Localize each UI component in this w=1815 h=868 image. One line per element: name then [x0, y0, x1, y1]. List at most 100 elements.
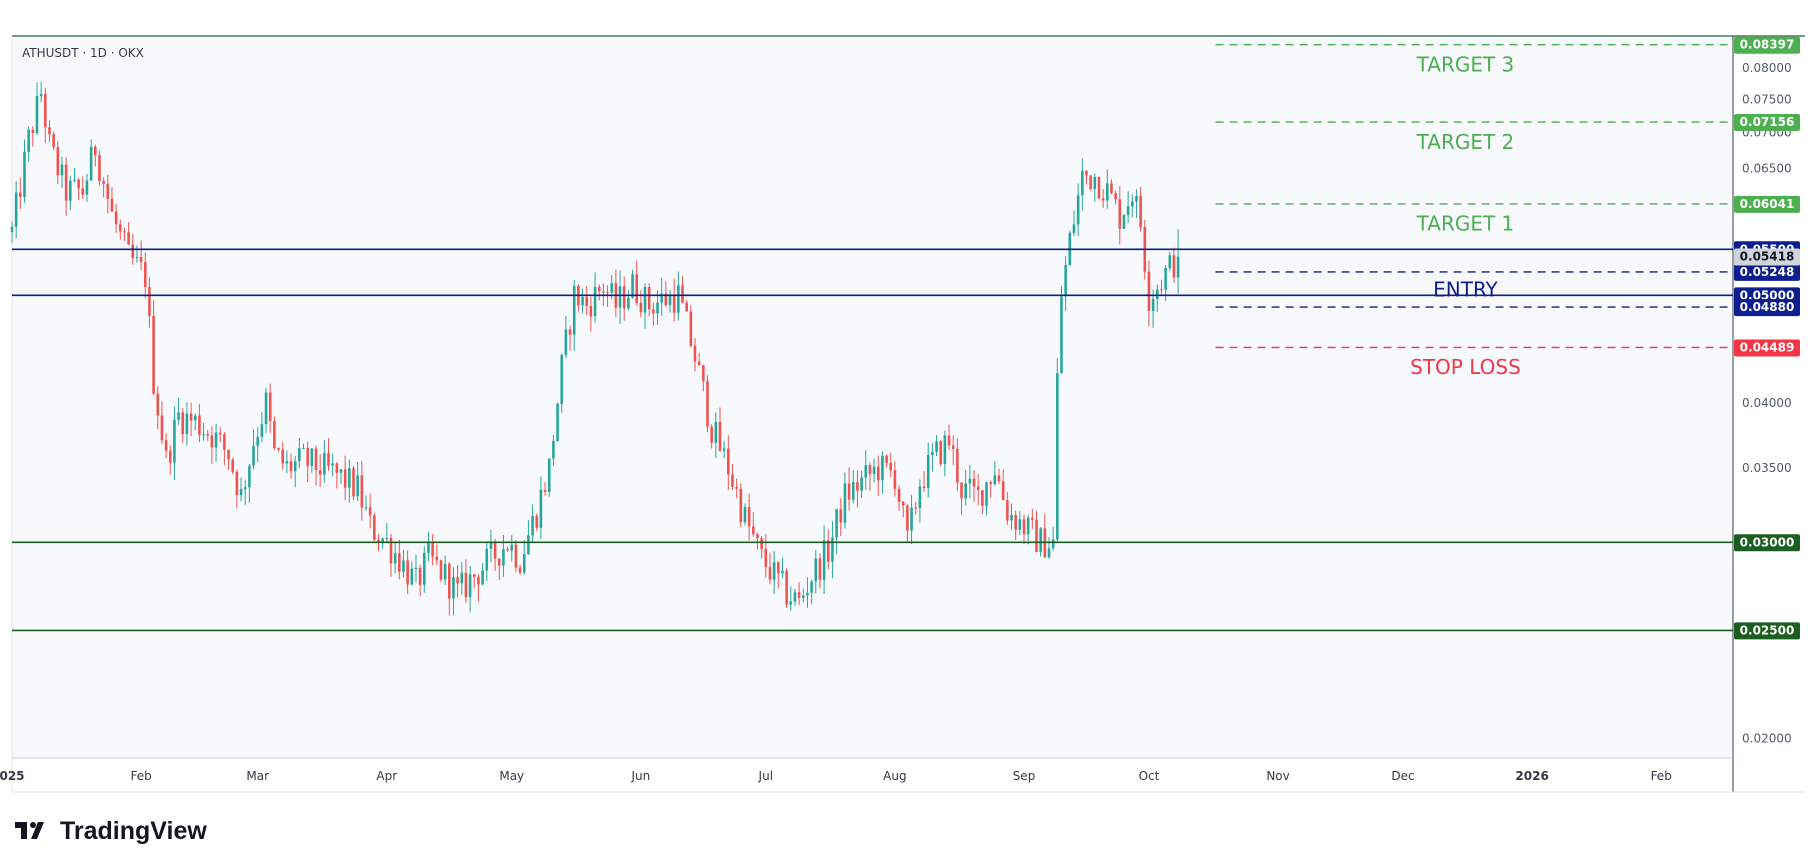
candle[interactable] — [702, 364, 705, 392]
candle[interactable] — [293, 456, 297, 488]
candle[interactable] — [535, 513, 539, 532]
candle[interactable] — [697, 352, 701, 366]
price-badge-0.08397[interactable]: 0.08397 — [1734, 36, 1800, 54]
candle[interactable] — [668, 290, 672, 313]
candle[interactable] — [198, 404, 201, 443]
candle[interactable] — [106, 174, 110, 214]
candle[interactable] — [926, 442, 930, 498]
tradingview-logo-icon[interactable] — [15, 822, 44, 839]
price-badge-0.06041[interactable]: 0.06041 — [1734, 195, 1800, 213]
candle[interactable] — [831, 521, 834, 579]
candle[interactable] — [460, 561, 464, 595]
candle[interactable] — [789, 586, 793, 611]
candle[interactable] — [1101, 188, 1105, 208]
candle[interactable] — [635, 260, 638, 306]
price-badge-0.02500[interactable]: 0.02500 — [1734, 622, 1800, 640]
candle[interactable] — [339, 468, 343, 484]
candle[interactable] — [27, 126, 30, 162]
annotation-target-3[interactable]: TARGET 3 — [1416, 53, 1515, 77]
candle[interactable] — [19, 177, 22, 210]
candle[interactable] — [718, 407, 722, 452]
candle[interactable] — [235, 469, 239, 509]
candle[interactable] — [152, 300, 155, 396]
candle[interactable] — [564, 315, 568, 359]
candle[interactable] — [643, 283, 647, 329]
candle[interactable] — [260, 411, 264, 443]
candle[interactable] — [901, 500, 905, 518]
candle[interactable] — [1130, 194, 1134, 218]
candle[interactable] — [468, 566, 472, 613]
candle[interactable] — [581, 288, 584, 314]
candle[interactable] — [206, 430, 210, 442]
candle[interactable] — [897, 485, 901, 511]
candle[interactable] — [826, 529, 830, 570]
candle[interactable] — [893, 461, 897, 497]
candle[interactable] — [1097, 176, 1101, 200]
candle[interactable] — [202, 422, 205, 441]
candle[interactable] — [348, 459, 351, 503]
candle[interactable] — [960, 482, 963, 516]
candle[interactable] — [1089, 175, 1092, 191]
candle[interactable] — [756, 532, 759, 550]
candle[interactable] — [764, 534, 768, 578]
candle[interactable] — [414, 554, 418, 583]
candle[interactable] — [947, 424, 951, 451]
candle[interactable] — [1056, 358, 1059, 542]
candle[interactable] — [1093, 173, 1097, 202]
brand-name[interactable]: TradingView — [60, 817, 207, 845]
candle[interactable] — [139, 240, 143, 271]
candle[interactable] — [735, 478, 738, 499]
price-badge-0.04489[interactable]: 0.04489 — [1734, 339, 1800, 357]
candle[interactable] — [489, 529, 493, 563]
candle[interactable] — [956, 438, 959, 491]
candle[interactable] — [1010, 503, 1013, 530]
candle[interactable] — [481, 562, 484, 586]
candle[interactable] — [1006, 492, 1009, 525]
candle[interactable] — [1031, 508, 1034, 530]
candle[interactable] — [731, 464, 734, 490]
candle[interactable] — [631, 269, 634, 299]
price-badge-0.04880[interactable]: 0.04880 — [1734, 299, 1800, 317]
candle[interactable] — [1064, 256, 1067, 311]
candle[interactable] — [360, 460, 364, 521]
candle[interactable] — [1085, 170, 1088, 185]
candle[interactable] — [931, 442, 934, 472]
candle[interactable] — [514, 540, 518, 573]
candle[interactable] — [1160, 279, 1163, 297]
candle[interactable] — [522, 540, 526, 575]
candle[interactable] — [851, 469, 855, 504]
candle[interactable] — [781, 558, 784, 579]
candle[interactable] — [810, 579, 813, 605]
candle[interactable] — [785, 568, 788, 608]
candle[interactable] — [243, 479, 247, 506]
candle[interactable] — [56, 140, 60, 184]
candle[interactable] — [1060, 286, 1063, 374]
candle[interactable] — [277, 447, 280, 452]
candle[interactable] — [352, 466, 355, 501]
candle[interactable] — [797, 582, 801, 605]
candle[interactable] — [368, 493, 372, 529]
candle[interactable] — [435, 544, 439, 566]
candle[interactable] — [81, 176, 85, 200]
candle[interactable] — [727, 435, 730, 490]
candle[interactable] — [185, 402, 189, 446]
candle[interactable] — [77, 178, 80, 201]
candle[interactable] — [547, 458, 551, 497]
candle[interactable] — [302, 443, 305, 450]
candle[interactable] — [1122, 213, 1126, 230]
candle[interactable] — [806, 577, 809, 608]
candle[interactable] — [518, 564, 522, 575]
candle[interactable] — [1001, 469, 1005, 501]
annotation-target-2[interactable]: TARGET 2 — [1416, 130, 1515, 154]
candle[interactable] — [210, 426, 214, 465]
price-badge-0.05248[interactable]: 0.05248 — [1734, 263, 1800, 281]
candle[interactable] — [939, 439, 943, 467]
candle[interactable] — [256, 427, 260, 463]
candle[interactable] — [1168, 251, 1172, 272]
candle[interactable] — [85, 173, 89, 202]
candle[interactable] — [14, 181, 18, 239]
candle[interactable] — [660, 278, 663, 316]
candle[interactable] — [868, 462, 872, 491]
candle[interactable] — [539, 476, 543, 540]
candle[interactable] — [214, 423, 218, 462]
